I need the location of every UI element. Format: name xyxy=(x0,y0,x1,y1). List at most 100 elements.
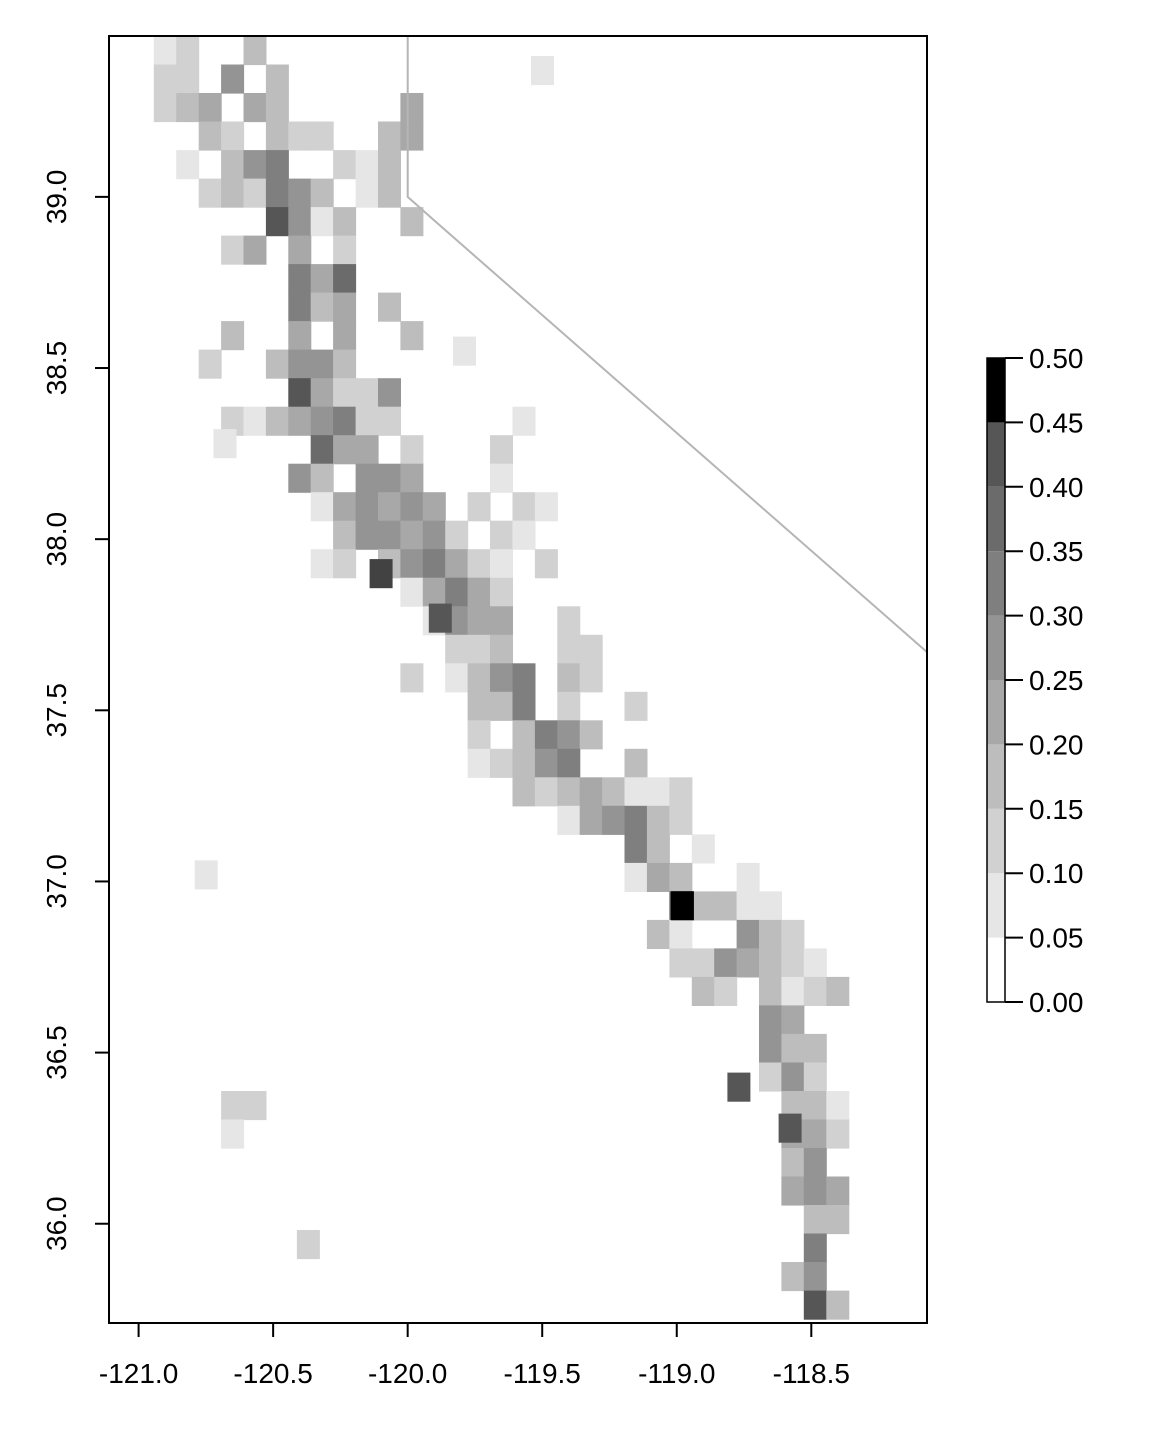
raster-cell xyxy=(736,919,760,949)
raster-cell xyxy=(646,777,670,807)
colorbar-swatch xyxy=(987,486,1005,552)
raster-cell xyxy=(557,720,581,750)
raster-cell xyxy=(669,777,693,807)
raster-cell xyxy=(445,549,469,579)
raster-cell xyxy=(445,663,469,693)
raster-cell xyxy=(669,862,693,892)
raster-cell xyxy=(714,948,738,978)
raster-cell xyxy=(288,235,312,265)
raster-cell xyxy=(400,121,424,151)
raster-cell xyxy=(803,1262,827,1292)
raster-cell xyxy=(378,292,401,322)
raster-cell xyxy=(369,559,393,589)
raster-cell xyxy=(512,406,536,436)
raster-cell xyxy=(736,948,760,978)
raster-cells xyxy=(153,36,850,1320)
raster-cell xyxy=(198,93,222,123)
raster-cell xyxy=(467,691,491,721)
raster-cell xyxy=(422,492,446,522)
raster-cell xyxy=(490,663,513,693)
raster-cell xyxy=(467,748,491,778)
raster-cell xyxy=(670,891,694,921)
raster-cell xyxy=(422,520,446,550)
raster-cell xyxy=(221,321,245,351)
raster-cell xyxy=(602,805,626,835)
raster-cell xyxy=(781,948,805,978)
raster-cell xyxy=(781,1148,805,1178)
raster-cell xyxy=(826,1119,850,1149)
raster-cell xyxy=(727,1072,751,1102)
raster-cell xyxy=(333,235,357,265)
x-tick-label: -119.5 xyxy=(504,1358,581,1389)
raster-cell xyxy=(534,549,558,579)
raster-cell xyxy=(221,406,245,436)
raster-cell xyxy=(512,492,536,522)
raster-cell xyxy=(333,492,357,522)
raster-cell xyxy=(310,292,334,322)
raster-cell xyxy=(467,663,491,693)
raster-cell xyxy=(759,1005,782,1035)
raster-cell xyxy=(265,121,289,151)
colorbar-swatch xyxy=(987,744,1005,809)
raster-cell xyxy=(243,235,267,265)
raster-cell xyxy=(781,1091,805,1121)
raster-cell xyxy=(467,549,491,579)
raster-cell xyxy=(400,435,424,465)
raster-cell xyxy=(265,150,289,180)
raster-cell xyxy=(333,264,357,294)
raster-cell xyxy=(221,235,245,265)
raster-cell xyxy=(355,406,379,436)
raster-cell xyxy=(826,976,850,1006)
colorbar-tick-label: 0.30 xyxy=(1029,601,1084,632)
colorbar-tick-label: 0.40 xyxy=(1029,472,1084,503)
raster-cell xyxy=(490,634,513,664)
y-tick-label: 38.5 xyxy=(41,341,72,396)
raster-cell xyxy=(310,463,334,493)
raster-cell xyxy=(221,178,245,208)
raster-cell xyxy=(781,1033,805,1063)
colorbar-tick-label: 0.50 xyxy=(1029,343,1084,374)
raster-cell xyxy=(512,663,536,693)
raster-cell xyxy=(400,463,424,493)
x-tick-label: -118.5 xyxy=(773,1358,850,1389)
raster-cell xyxy=(288,463,312,493)
raster-cell xyxy=(490,520,513,550)
raster-cell xyxy=(400,577,424,607)
raster-cell xyxy=(288,178,312,208)
raster-cell xyxy=(467,634,491,664)
raster-cell xyxy=(288,321,312,351)
raster-cell xyxy=(557,634,581,664)
raster-cell xyxy=(355,178,379,208)
raster-cell xyxy=(176,64,200,94)
raster-cell xyxy=(378,178,401,208)
raster-cell xyxy=(646,862,670,892)
raster-cell xyxy=(490,606,513,636)
raster-cell xyxy=(826,1176,850,1206)
raster-cell xyxy=(714,891,738,921)
raster-cell xyxy=(333,406,357,436)
raster-cell xyxy=(243,406,267,436)
raster-cell xyxy=(759,891,782,921)
raster-cell xyxy=(243,93,267,123)
raster-cell xyxy=(198,121,222,151)
colorbar-swatch xyxy=(987,615,1005,680)
raster-cell xyxy=(333,435,357,465)
raster-cell xyxy=(579,663,603,693)
raster-cell xyxy=(557,691,581,721)
raster-cell xyxy=(333,520,357,550)
raster-cell xyxy=(355,463,379,493)
colorbar-swatch xyxy=(987,551,1005,616)
raster-cell xyxy=(153,93,177,123)
y-tick-label: 38.0 xyxy=(41,512,72,567)
y-tick-label: 36.5 xyxy=(41,1025,72,1080)
raster-cell xyxy=(781,1176,805,1206)
raster-cell xyxy=(445,634,469,664)
x-tick-label: -119.0 xyxy=(638,1358,715,1389)
raster-cell xyxy=(378,492,401,522)
raster-cell xyxy=(646,805,670,835)
x-tick-label: -121.0 xyxy=(99,1358,178,1389)
raster-cell xyxy=(265,207,289,237)
raster-cell xyxy=(213,429,237,459)
colorbar-tick-label: 0.20 xyxy=(1029,729,1084,760)
raster-cell xyxy=(355,520,379,550)
